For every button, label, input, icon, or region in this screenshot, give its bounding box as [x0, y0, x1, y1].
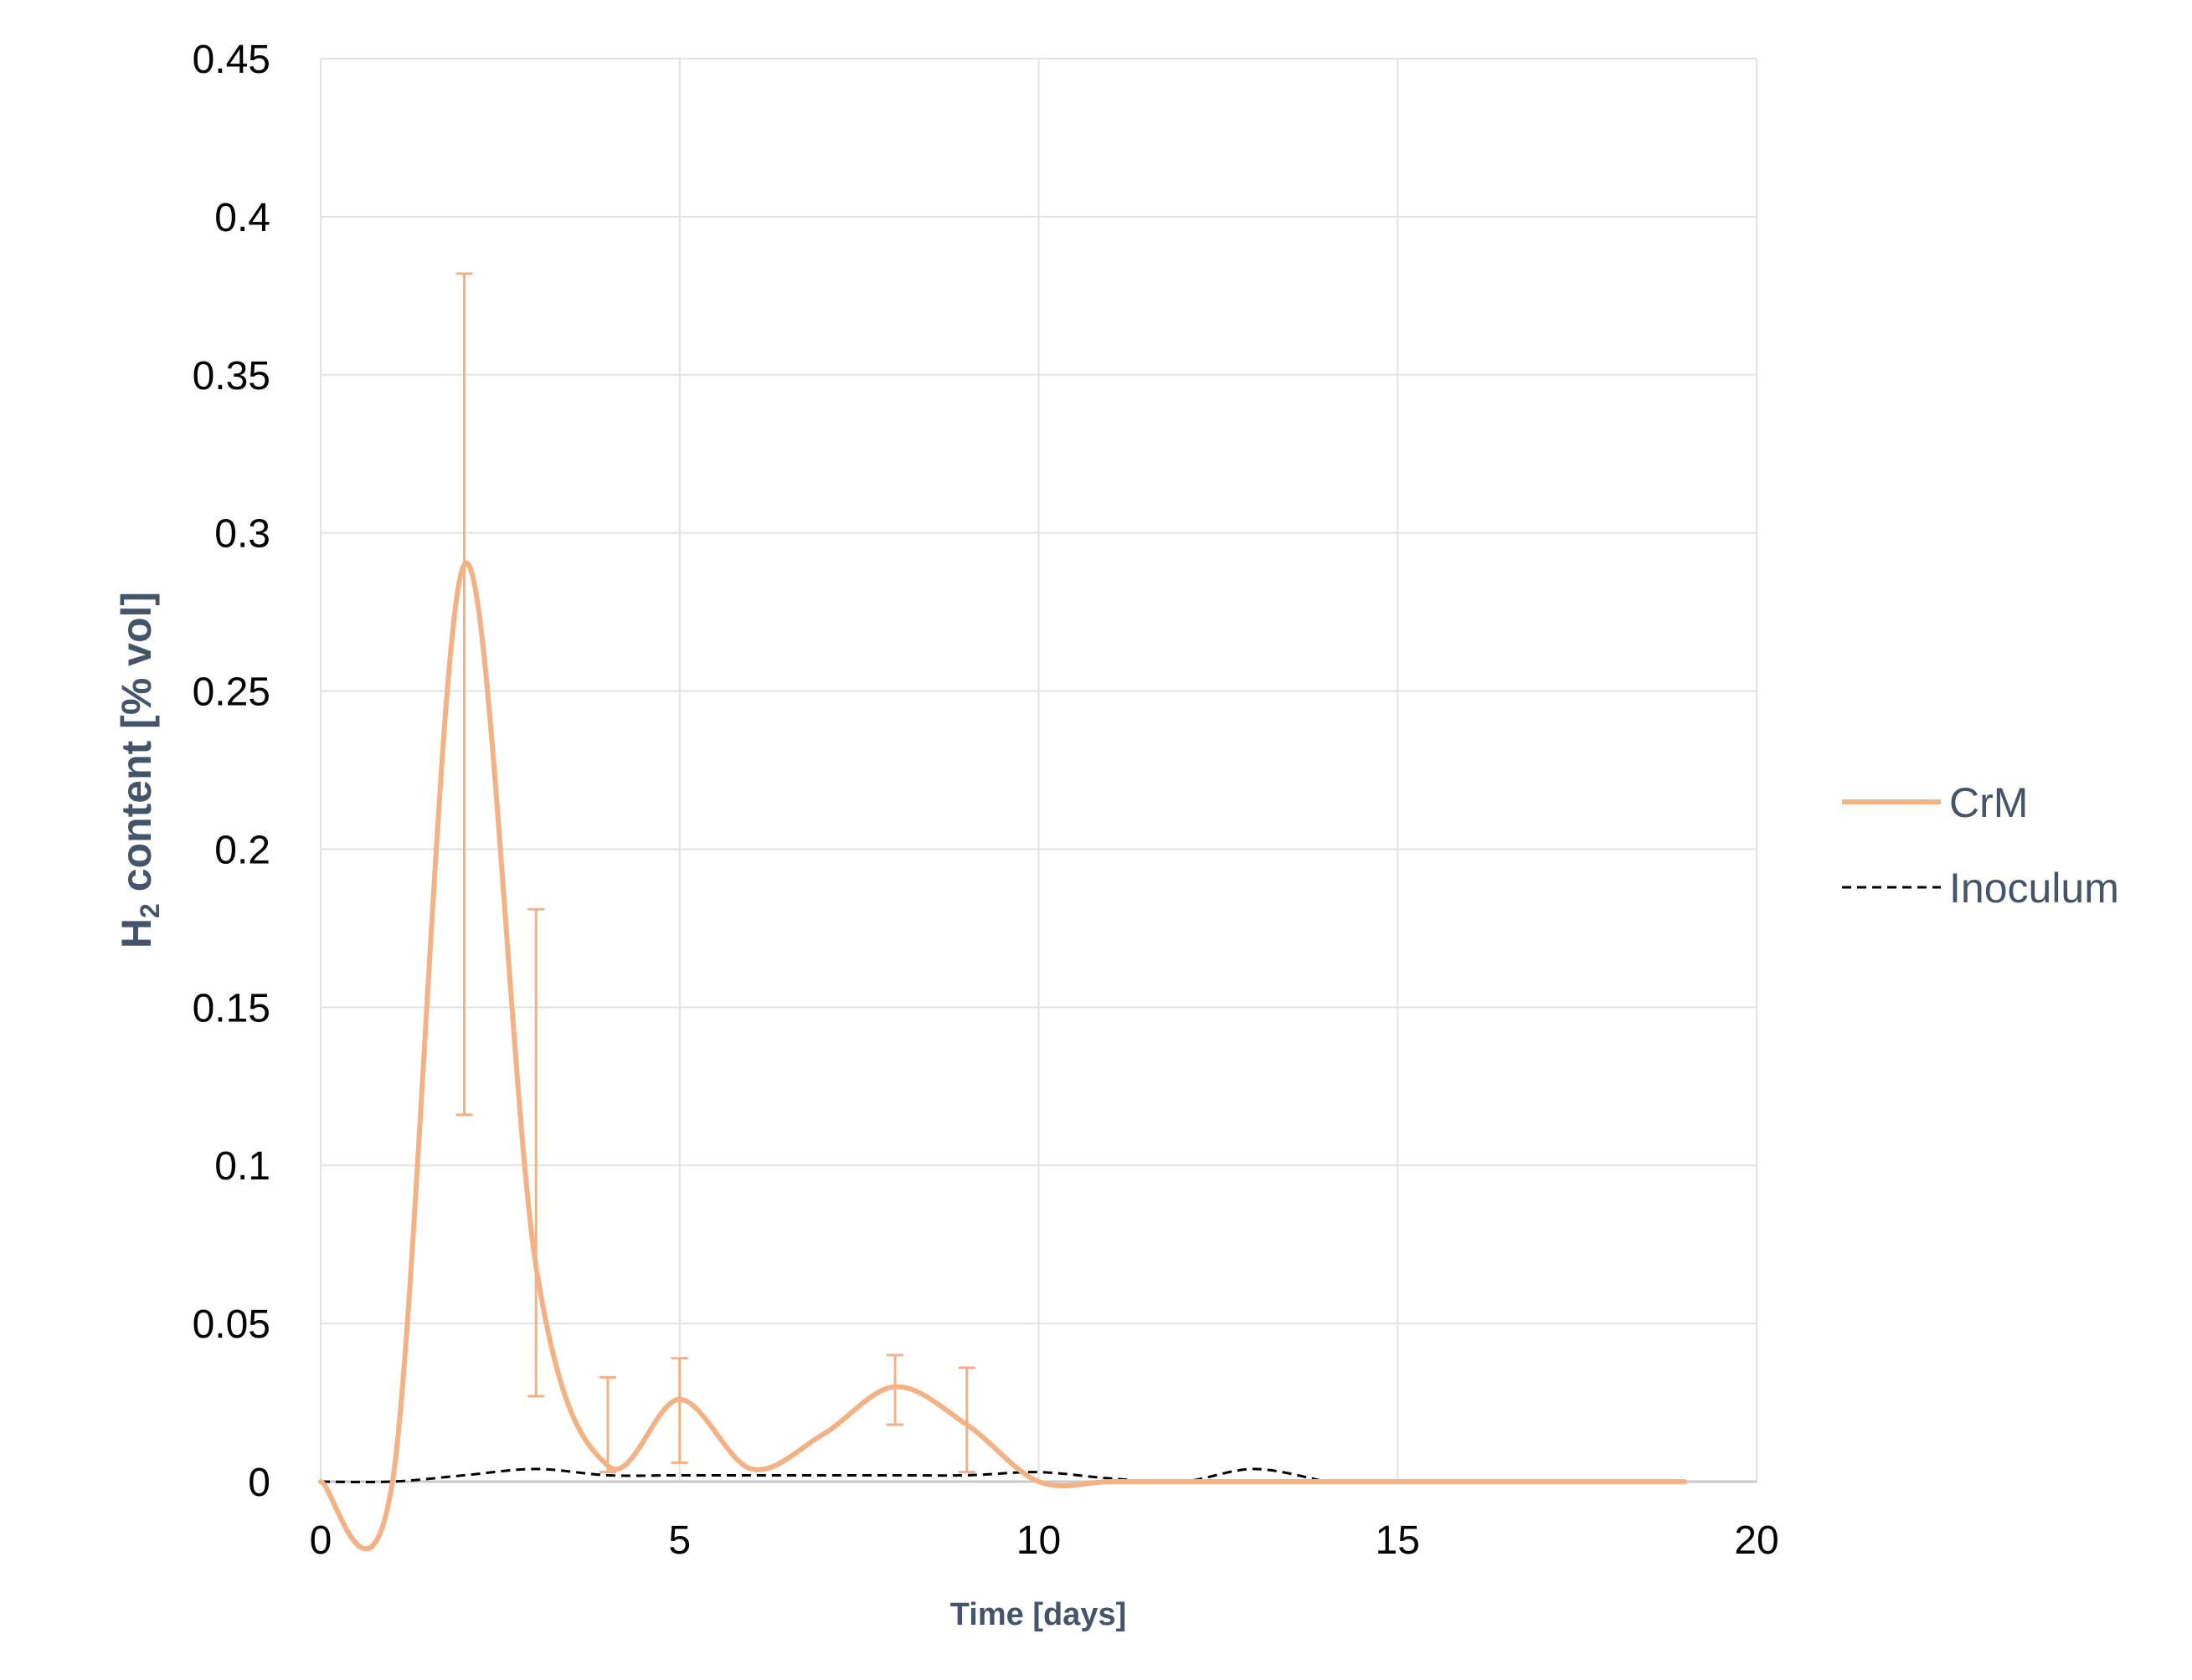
y-tick-label: 0: [248, 1461, 270, 1505]
y-tick-label: 0.25: [193, 670, 270, 715]
y-tick-label: 0.3: [214, 512, 270, 557]
y-axis-title-main: H: [113, 918, 160, 948]
error-bars: [455, 272, 975, 1474]
error-bar: [455, 272, 473, 1117]
series-line-crm: [318, 560, 1688, 1552]
y-tick-labels: 0 0.05 0.1 0.15 0.2 0.25 0.3 0.35 0.4 0.45: [193, 38, 270, 1505]
error-bar: [527, 907, 545, 1398]
y-axis-title-subscript: 2: [135, 903, 165, 918]
y-tick-label: 0.2: [214, 828, 270, 872]
x-tick-label: 15: [1376, 1518, 1420, 1563]
x-axis-title: Time [days]: [950, 1597, 1126, 1632]
x-tick-label: 5: [668, 1518, 691, 1563]
x-tick-label: 20: [1734, 1518, 1778, 1563]
error-bar: [599, 1375, 616, 1474]
series-lines: [318, 560, 1688, 1552]
y-tick-label: 0.45: [193, 38, 270, 82]
error-bar: [887, 1354, 903, 1426]
y-tick-label: 0.05: [193, 1302, 270, 1347]
y-tick-label: 0.35: [193, 354, 270, 398]
x-tick-labels: 0 5 10 15 20: [310, 1518, 1779, 1563]
x-tick-label: 0: [310, 1518, 332, 1563]
y-tick-label: 0.4: [214, 196, 270, 240]
y-tick-label: 0.15: [193, 986, 270, 1030]
error-bar: [958, 1366, 975, 1474]
legend-label-crm: CrM: [1949, 779, 2028, 826]
y-axis-title: H2 content [% vol]: [113, 592, 165, 948]
legend-label-inoculum: Inoculum: [1949, 865, 2119, 912]
x-tick-label: 10: [1016, 1518, 1061, 1563]
gridlines: [320, 58, 1757, 1482]
series-line-inoculum: [320, 1467, 1326, 1484]
legend: CrM Inoculum: [1842, 779, 2119, 912]
error-bar: [671, 1357, 688, 1464]
y-tick-label: 0.1: [214, 1144, 270, 1189]
y-axis-title-rest: content [% vol]: [113, 592, 160, 903]
